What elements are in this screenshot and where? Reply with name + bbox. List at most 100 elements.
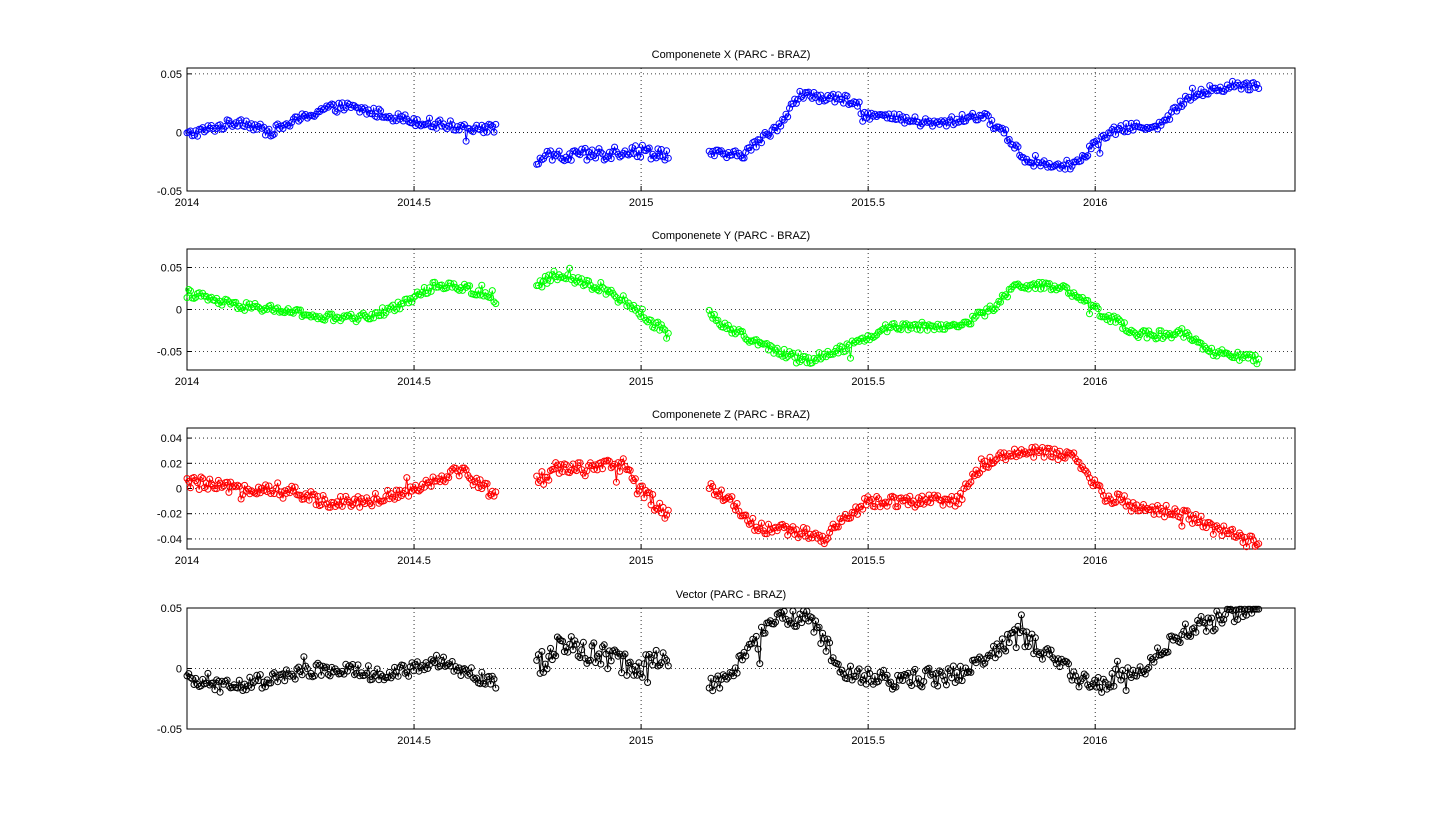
data-point	[913, 325, 921, 333]
data-point	[625, 151, 632, 159]
data-point	[1033, 447, 1041, 455]
data-point	[345, 498, 353, 506]
data-point	[562, 461, 570, 469]
data-point	[462, 137, 470, 145]
x-tick-label: 2014	[175, 376, 199, 388]
data-point	[714, 146, 722, 154]
data-point	[1237, 605, 1245, 613]
data-point	[747, 640, 755, 648]
data-point	[640, 494, 648, 502]
data-point	[780, 607, 788, 615]
data-point	[631, 475, 639, 483]
data-point	[1164, 648, 1172, 656]
data-point	[854, 667, 861, 675]
data-point	[396, 663, 404, 671]
data-point	[626, 466, 634, 474]
data-point	[605, 288, 613, 296]
data-point	[279, 670, 287, 678]
data-point	[880, 666, 888, 674]
data-point	[607, 155, 615, 163]
data-point	[638, 482, 646, 490]
data-point	[1120, 128, 1128, 136]
data-point	[1017, 446, 1025, 454]
data-point	[1208, 521, 1216, 528]
data-point	[474, 287, 482, 295]
data-point	[1096, 149, 1104, 157]
data-point	[543, 665, 551, 673]
data-point	[1201, 342, 1209, 350]
data-point	[705, 485, 713, 492]
data-point	[942, 321, 950, 329]
data-point	[974, 655, 982, 663]
data-point	[1019, 627, 1027, 635]
data-point	[187, 484, 194, 492]
data-point	[457, 672, 465, 679]
data-point	[593, 149, 601, 157]
data-point	[1162, 116, 1170, 124]
data-point	[453, 285, 461, 293]
data-point	[864, 109, 872, 117]
data-point	[937, 668, 945, 676]
data-point	[922, 322, 929, 329]
data-point	[578, 466, 586, 474]
data-point	[1054, 655, 1062, 663]
data-point	[754, 645, 762, 653]
data-point	[1216, 349, 1224, 357]
data-point	[262, 683, 269, 691]
data-point	[296, 306, 304, 314]
data-point	[990, 459, 997, 467]
data-point	[534, 282, 542, 289]
data-point	[335, 99, 343, 107]
data-point	[540, 668, 548, 676]
data-point	[1201, 519, 1209, 527]
data-point	[1044, 163, 1052, 171]
data-point	[777, 122, 785, 130]
data-point	[786, 617, 793, 625]
data-point	[850, 509, 858, 517]
data-point	[248, 120, 255, 128]
data-point	[420, 483, 428, 491]
data-point	[202, 292, 210, 300]
data-point	[1171, 103, 1179, 111]
x-tick-label: 2015	[629, 197, 653, 209]
data-point	[1103, 134, 1111, 142]
data-point	[579, 282, 587, 290]
data-point	[664, 506, 672, 514]
data-point	[288, 308, 296, 316]
data-point	[281, 121, 289, 129]
data-point	[309, 311, 317, 319]
y-tick-label: -0.02	[157, 509, 182, 521]
data-point	[614, 652, 622, 660]
data-point	[221, 677, 229, 685]
data-point	[752, 143, 760, 151]
data-point	[799, 607, 807, 615]
data-point	[413, 658, 421, 666]
data-point	[881, 498, 889, 506]
data-point	[1089, 302, 1097, 310]
data-point	[1185, 631, 1193, 639]
data-point	[429, 657, 437, 665]
data-point	[819, 95, 827, 103]
data-point	[1110, 312, 1118, 320]
data-point	[913, 679, 921, 687]
data-point	[1188, 84, 1196, 92]
data-point	[1206, 519, 1214, 527]
data-point	[645, 489, 653, 497]
x-tick-label: 2015.5	[851, 197, 885, 209]
data-point	[368, 676, 376, 683]
data-point	[569, 646, 577, 654]
data-point	[1026, 634, 1034, 642]
data-point	[547, 644, 554, 652]
data-point	[450, 280, 458, 288]
data-point	[614, 459, 622, 467]
data-point	[536, 277, 544, 285]
data-point	[567, 466, 575, 474]
data-point	[305, 496, 313, 504]
data-point	[836, 668, 844, 676]
data-point	[1117, 318, 1125, 326]
data-point	[480, 292, 488, 300]
data-point	[1113, 126, 1121, 134]
data-point	[358, 495, 365, 503]
y-tick-label: 0.05	[161, 262, 182, 274]
data-point	[399, 117, 407, 125]
